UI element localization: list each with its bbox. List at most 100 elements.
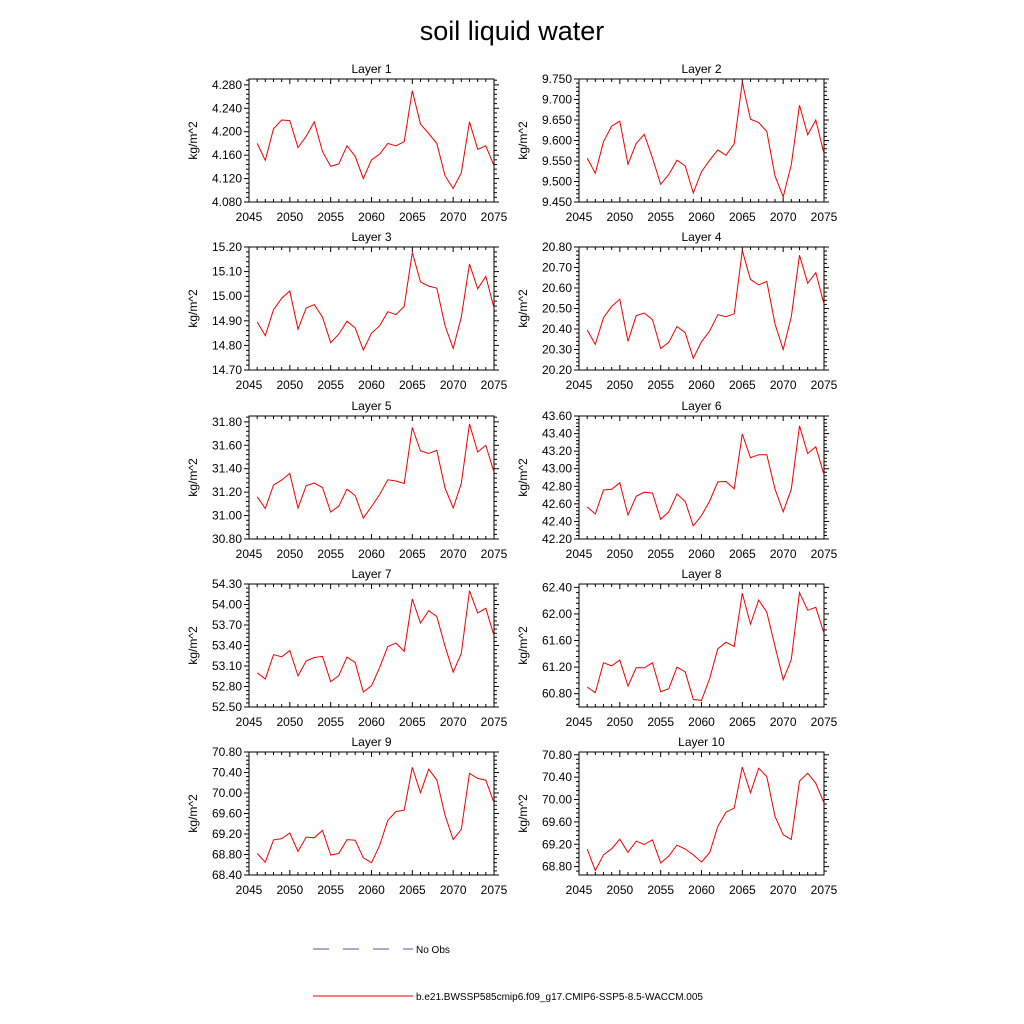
x-tick-label: 2045 bbox=[236, 210, 263, 224]
plot-frame bbox=[578, 246, 825, 371]
x-tick-label: 2045 bbox=[236, 715, 263, 729]
x-tick-label: 2050 bbox=[606, 378, 633, 392]
x-tick-label: 2075 bbox=[811, 210, 838, 224]
x-tick-label: 2065 bbox=[729, 378, 756, 392]
y-tick-label: 20.80 bbox=[542, 240, 572, 254]
panel-layer-10: Layer 10 kg/m^2 2045 2050 2055 2060 2065 2070 20… bbox=[516, 735, 838, 897]
panel-title: Layer 9 bbox=[351, 735, 391, 749]
x-tick-label: 2055 bbox=[647, 378, 674, 392]
y-tick-label: 53.70 bbox=[212, 618, 242, 632]
y-tick-label: 69.20 bbox=[542, 837, 572, 851]
x-tick-label: 2050 bbox=[606, 715, 633, 729]
x-tick-label: 2060 bbox=[688, 547, 715, 561]
y-tick-label: 69.20 bbox=[212, 827, 242, 841]
y-tick-label: 9.650 bbox=[542, 113, 572, 127]
y-axis-label: kg/m^2 bbox=[516, 121, 530, 160]
legend-obs-label: No Obs bbox=[416, 945, 450, 956]
y-tick-label: 30.80 bbox=[212, 532, 242, 546]
y-tick-label: 20.60 bbox=[542, 281, 572, 295]
x-tick-label: 2070 bbox=[770, 210, 797, 224]
y-tick-label: 53.10 bbox=[212, 659, 242, 673]
x-tick-label: 2075 bbox=[811, 883, 838, 897]
y-tick-label: 4.280 bbox=[212, 78, 242, 92]
x-tick-label: 2065 bbox=[399, 210, 426, 224]
x-tick-label: 2045 bbox=[236, 547, 263, 561]
series-line bbox=[256, 767, 495, 864]
y-tick-label: 61.20 bbox=[542, 660, 572, 674]
plot-frame bbox=[578, 415, 825, 540]
series-line bbox=[256, 423, 495, 520]
x-tick-label: 2070 bbox=[770, 378, 797, 392]
y-tick-label: 43.00 bbox=[542, 462, 572, 476]
x-tick-label: 2065 bbox=[729, 883, 756, 897]
series-line bbox=[586, 766, 825, 872]
y-tick-label: 31.00 bbox=[212, 509, 242, 523]
y-axis-label: kg/m^2 bbox=[516, 626, 530, 665]
x-tick-label: 2060 bbox=[358, 378, 385, 392]
y-tick-label: 52.80 bbox=[212, 680, 242, 694]
y-tick-label: 70.80 bbox=[212, 745, 242, 759]
x-tick-label: 2075 bbox=[481, 378, 508, 392]
y-tick-label: 14.70 bbox=[212, 363, 242, 377]
x-tick-label: 2075 bbox=[811, 715, 838, 729]
x-tick-label: 2050 bbox=[606, 210, 633, 224]
plot-frame bbox=[578, 78, 825, 203]
y-tick-label: 62.40 bbox=[542, 580, 572, 594]
series-line bbox=[586, 425, 825, 527]
x-tick-label: 2045 bbox=[566, 883, 593, 897]
y-tick-label: 70.00 bbox=[212, 786, 242, 800]
x-tick-label: 2075 bbox=[481, 883, 508, 897]
x-tick-label: 2070 bbox=[440, 210, 467, 224]
x-tick-label: 2050 bbox=[276, 883, 303, 897]
y-tick-label: 54.30 bbox=[212, 577, 242, 591]
x-tick-label: 2075 bbox=[481, 547, 508, 561]
y-tick-label: 9.550 bbox=[542, 154, 572, 168]
panel-title: Layer 8 bbox=[681, 567, 721, 581]
y-tick-label: 68.80 bbox=[212, 848, 242, 862]
x-tick-label: 2050 bbox=[276, 715, 303, 729]
y-axis-label: kg/m^2 bbox=[186, 626, 200, 665]
x-tick-label: 2060 bbox=[688, 883, 715, 897]
y-tick-label: 20.70 bbox=[542, 261, 572, 275]
x-tick-label: 2045 bbox=[566, 715, 593, 729]
y-tick-label: 43.20 bbox=[542, 444, 572, 458]
y-axis-label: kg/m^2 bbox=[516, 289, 530, 328]
x-tick-label: 2065 bbox=[399, 378, 426, 392]
x-tick-label: 2050 bbox=[606, 547, 633, 561]
y-tick-label: 43.60 bbox=[542, 409, 572, 423]
x-tick-label: 2055 bbox=[647, 715, 674, 729]
y-tick-label: 9.700 bbox=[542, 93, 572, 107]
plot-frame bbox=[248, 78, 495, 203]
x-tick-label: 2065 bbox=[729, 715, 756, 729]
main-title: soil liquid water bbox=[420, 16, 605, 46]
y-axis-label: kg/m^2 bbox=[186, 121, 200, 160]
x-tick-label: 2050 bbox=[606, 883, 633, 897]
x-tick-label: 2060 bbox=[688, 378, 715, 392]
x-tick-label: 2060 bbox=[688, 210, 715, 224]
y-tick-label: 31.80 bbox=[212, 415, 242, 429]
x-tick-label: 2070 bbox=[770, 883, 797, 897]
panel-layer-2: Layer 2 kg/m^2 2045 2050 2055 2060 2065 2070 207… bbox=[516, 62, 838, 224]
panel-title: Layer 4 bbox=[681, 230, 721, 244]
x-tick-label: 2045 bbox=[236, 378, 263, 392]
x-tick-label: 2060 bbox=[358, 883, 385, 897]
x-tick-label: 2050 bbox=[276, 547, 303, 561]
y-tick-label: 9.500 bbox=[542, 175, 572, 189]
y-tick-label: 14.80 bbox=[212, 338, 242, 352]
series-line bbox=[256, 90, 495, 190]
y-tick-label: 43.40 bbox=[542, 427, 572, 441]
plot-frame bbox=[248, 246, 495, 371]
legend: No Obs b.e21.BWSSP585cmip6.f09_g17.CMIP6… bbox=[313, 945, 703, 1003]
x-tick-label: 2075 bbox=[811, 547, 838, 561]
x-tick-label: 2055 bbox=[647, 210, 674, 224]
y-tick-label: 31.60 bbox=[212, 438, 242, 452]
y-tick-label: 68.80 bbox=[542, 860, 572, 874]
x-tick-label: 2075 bbox=[481, 210, 508, 224]
x-tick-label: 2060 bbox=[358, 715, 385, 729]
y-tick-label: 31.40 bbox=[212, 462, 242, 476]
y-tick-label: 9.750 bbox=[542, 72, 572, 86]
y-tick-label: 4.160 bbox=[212, 148, 242, 162]
plot-frame bbox=[578, 751, 825, 876]
y-tick-label: 54.00 bbox=[212, 598, 242, 612]
